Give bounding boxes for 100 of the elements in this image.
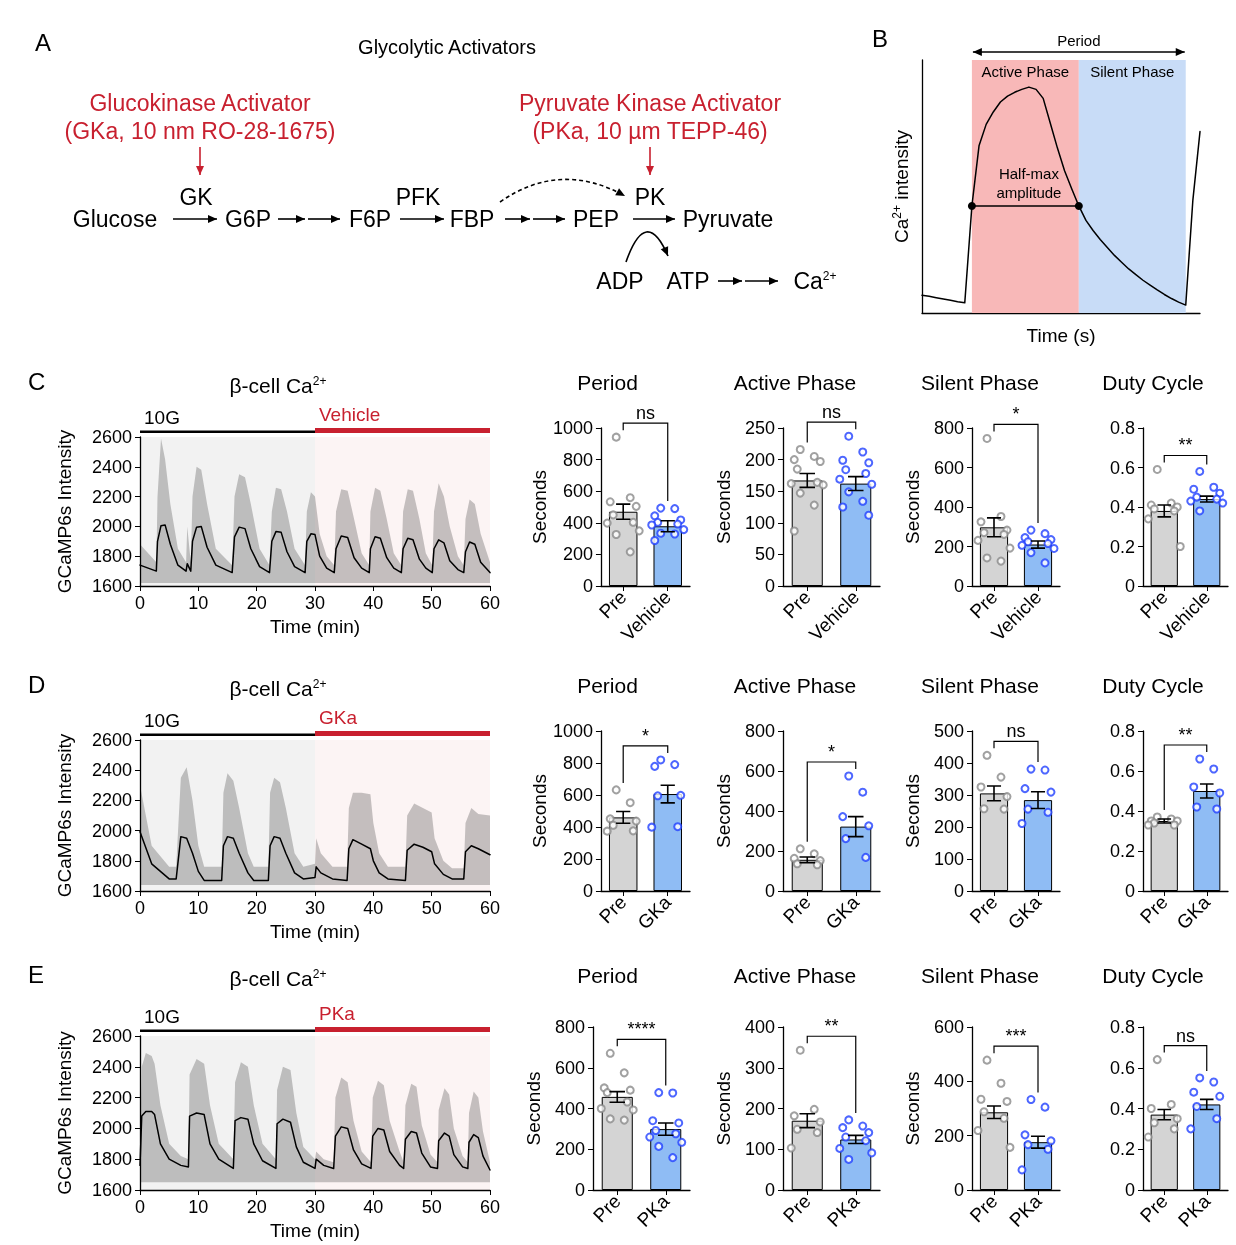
chart-title: Silent Phase xyxy=(921,674,1039,697)
y-tick-label: 800 xyxy=(744,721,775,741)
y-tick-label: 2400 xyxy=(91,1056,132,1077)
y-tick-label: 0.4 xyxy=(1109,801,1135,821)
text: FBP xyxy=(449,206,495,232)
y-tick-label: 400 xyxy=(562,512,593,533)
text: Silent Phase xyxy=(1090,63,1175,80)
y-axis-title: GCaMP6s Intensity xyxy=(54,733,75,898)
x-tick-label: 10 xyxy=(188,898,209,918)
y-tick-label: 400 xyxy=(562,817,593,837)
y-tick-label: 1000 xyxy=(552,418,593,438)
x-tick-label: 0 xyxy=(134,898,146,918)
text: B xyxy=(872,24,889,52)
x-tick-label: GKa xyxy=(1003,891,1046,934)
annotation: ns xyxy=(1006,721,1026,742)
y-axis-title: Seconds xyxy=(713,470,734,544)
y-tick-label: 400 xyxy=(744,801,775,821)
y-tick-label: 0.8 xyxy=(1109,721,1135,741)
x-tick-label: 20 xyxy=(246,898,267,918)
y-tick-label: 0.2 xyxy=(1109,536,1135,557)
y-tick-label: 2600 xyxy=(91,1026,132,1046)
chart-title: Silent Phase xyxy=(921,371,1039,394)
x-tick-label: 10 xyxy=(188,1197,209,1217)
y-tick-label: 0.4 xyxy=(1109,1098,1135,1119)
y-tick-label: 1800 xyxy=(91,1149,132,1170)
y-tick-label: 400 xyxy=(554,1098,585,1119)
annotation: * xyxy=(641,725,649,746)
text: PFK xyxy=(395,184,442,210)
y-tick-label: 300 xyxy=(933,785,964,805)
y-tick-label: 0.6 xyxy=(1109,761,1135,781)
x-tick-label: 40 xyxy=(363,1197,384,1217)
y-tick-label: 200 xyxy=(933,536,964,557)
chart-title: Duty Cycle xyxy=(1102,371,1204,394)
x-tick-label: GKa xyxy=(1172,891,1215,934)
x-tick-label: Pre xyxy=(965,891,1002,928)
annotation: *** xyxy=(1005,1026,1027,1047)
x-tick-label: Pre xyxy=(778,586,815,623)
y-tick-label: 600 xyxy=(933,457,964,478)
x-tick-label: 50 xyxy=(421,593,442,613)
text: (PKa, 10 µm TEPP-46) xyxy=(532,118,768,144)
annotation: **** xyxy=(627,1019,656,1040)
y-tick-label: 2000 xyxy=(91,1118,132,1139)
band-label: PKa xyxy=(319,1003,356,1024)
band-label: 10G xyxy=(144,1005,180,1027)
y-tick-label: 800 xyxy=(554,1017,585,1037)
x-tick-label: 0 xyxy=(134,593,146,613)
x-axis-title: Time (min) xyxy=(269,615,361,637)
x-tick-label: 60 xyxy=(479,593,501,613)
y-axis-title: GCaMP6s Intensity xyxy=(54,1030,75,1195)
x-axis-title: Time (min) xyxy=(269,920,361,942)
x-tick-label: 0 xyxy=(134,1197,146,1217)
y-tick-label: 100 xyxy=(744,512,775,533)
x-tick-label: Pre xyxy=(965,1190,1002,1227)
y-axis-title: Seconds xyxy=(529,470,550,544)
x-tick-label: PKa xyxy=(822,1190,864,1231)
y-tick-label: 50 xyxy=(754,544,775,565)
x-tick-label: 20 xyxy=(246,1197,267,1217)
y-tick-label: 0.6 xyxy=(1109,1057,1135,1078)
chart-title: Active Phase xyxy=(733,674,857,697)
text: F6P xyxy=(348,206,392,232)
y-axis-title: Seconds xyxy=(713,774,734,848)
text: * xyxy=(1012,404,1020,425)
y-axis-title: Seconds xyxy=(713,1071,734,1146)
text: Pyruvate xyxy=(682,206,774,232)
y-tick-label: 1600 xyxy=(91,576,132,596)
text: E xyxy=(28,960,45,988)
y-tick-label: 2200 xyxy=(91,1087,132,1108)
chart-title: Silent Phase xyxy=(921,964,1039,987)
x-tick-label: PKa xyxy=(632,1190,674,1231)
y-tick-label: 300 xyxy=(744,1057,775,1078)
text: ns xyxy=(821,402,842,423)
chart-title: Period xyxy=(577,371,638,394)
y-tick-label: 200 xyxy=(744,841,775,861)
y-tick-label: 2200 xyxy=(91,486,132,507)
band-label: Vehicle xyxy=(319,404,381,425)
y-axis-title: Seconds xyxy=(902,774,923,848)
y-axis-title: Seconds xyxy=(902,470,923,544)
x-tick-label: 60 xyxy=(479,898,501,918)
y-tick-label: 200 xyxy=(933,817,964,837)
x-tick-label: 50 xyxy=(421,1197,442,1217)
text: (GKa, 10 nm RO-28-1675) xyxy=(64,118,336,144)
y-tick-label: 600 xyxy=(554,1057,585,1078)
x-tick-label: Pre xyxy=(588,1190,625,1227)
y-tick-label: 1800 xyxy=(91,546,132,567)
chart-title: Period xyxy=(577,964,638,987)
x-tick-label: Pre xyxy=(1135,1190,1172,1227)
y-tick-label: 2600 xyxy=(91,730,132,750)
y-tick-label: 1600 xyxy=(91,881,132,901)
y-tick-label: 600 xyxy=(562,785,593,805)
text: Pyruvate Kinase Activator xyxy=(518,90,782,116)
band-label: GKa xyxy=(319,707,358,728)
y-axis-title: Ca2+ intensity xyxy=(890,129,912,243)
x-tick-label: GKa xyxy=(633,891,676,934)
chart-title: Period xyxy=(577,674,638,697)
y-tick-label: 600 xyxy=(933,1017,964,1037)
y-tick-label: 400 xyxy=(933,753,964,773)
y-axis-title: Seconds xyxy=(902,1071,923,1146)
x-tick-label: PKa xyxy=(1173,1190,1215,1231)
text: Glucose xyxy=(72,206,158,232)
text: Glycolytic Activators xyxy=(358,36,536,58)
